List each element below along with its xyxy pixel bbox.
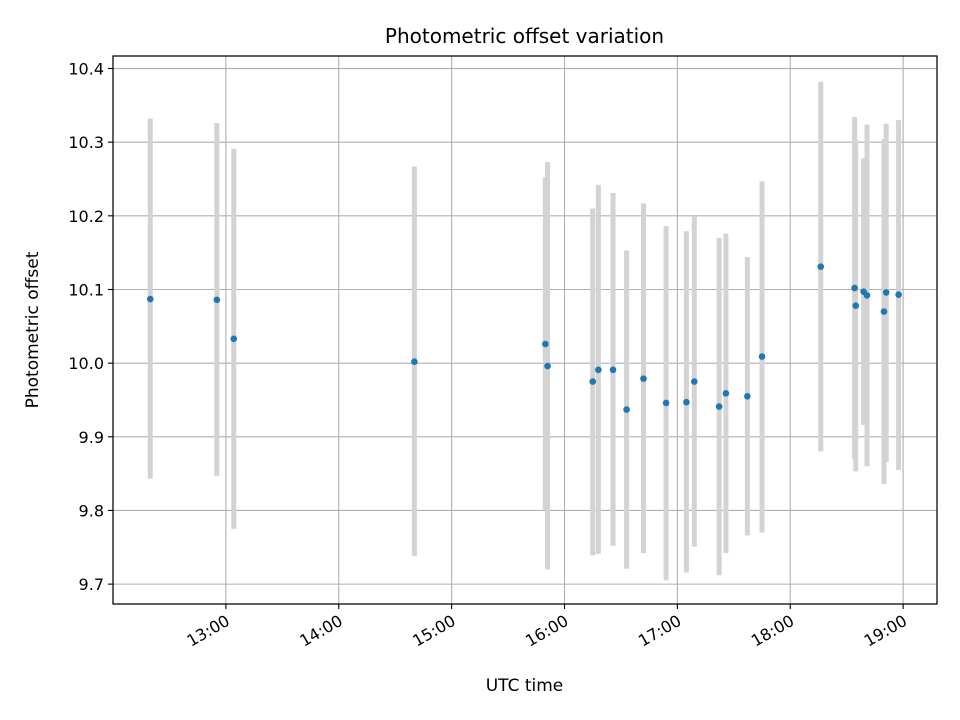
data-point [880, 308, 888, 315]
y-tick-label: 10.0 [68, 354, 104, 373]
y-tick-label: 10.3 [68, 133, 104, 152]
chart-title: Photometric offset variation [385, 24, 664, 48]
data-point [609, 366, 617, 374]
data-point [230, 335, 238, 343]
data-point [411, 358, 418, 365]
data-point [882, 289, 890, 296]
y-tick-label: 10.1 [68, 280, 104, 299]
data-point [589, 378, 597, 385]
data-point [863, 292, 871, 299]
data-point [851, 284, 858, 292]
data-point [722, 390, 730, 397]
y-tick-label: 9.9 [79, 428, 104, 447]
data-point [623, 406, 630, 413]
data-point [542, 340, 549, 348]
data-point [213, 296, 221, 304]
y-tick-label: 10.2 [68, 207, 104, 226]
data-point [817, 263, 825, 270]
y-tick-label: 9.8 [79, 501, 104, 520]
data-point [683, 398, 690, 406]
data-points [146, 263, 902, 413]
y-tick-label: 9.7 [79, 575, 104, 594]
data-point [640, 375, 647, 382]
data-point [852, 302, 860, 309]
y-axis-title: Photometric offset [23, 251, 43, 408]
data-point [744, 392, 751, 400]
data-point [595, 366, 602, 374]
data-point [715, 403, 723, 410]
data-point [146, 295, 154, 303]
data-point [691, 378, 698, 385]
x-axis-title: UTC time [486, 676, 564, 696]
data-point [662, 399, 670, 407]
plot-frame [112, 55, 938, 605]
data-point [544, 362, 551, 370]
grid [113, 56, 937, 604]
y-axis: 9.7 9.8 9.9 10.0 10.1 10.2 10.3 10.4 [68, 60, 113, 594]
y-tick-label: 10.4 [68, 60, 104, 79]
data-point [758, 353, 766, 360]
data-point [895, 291, 902, 298]
